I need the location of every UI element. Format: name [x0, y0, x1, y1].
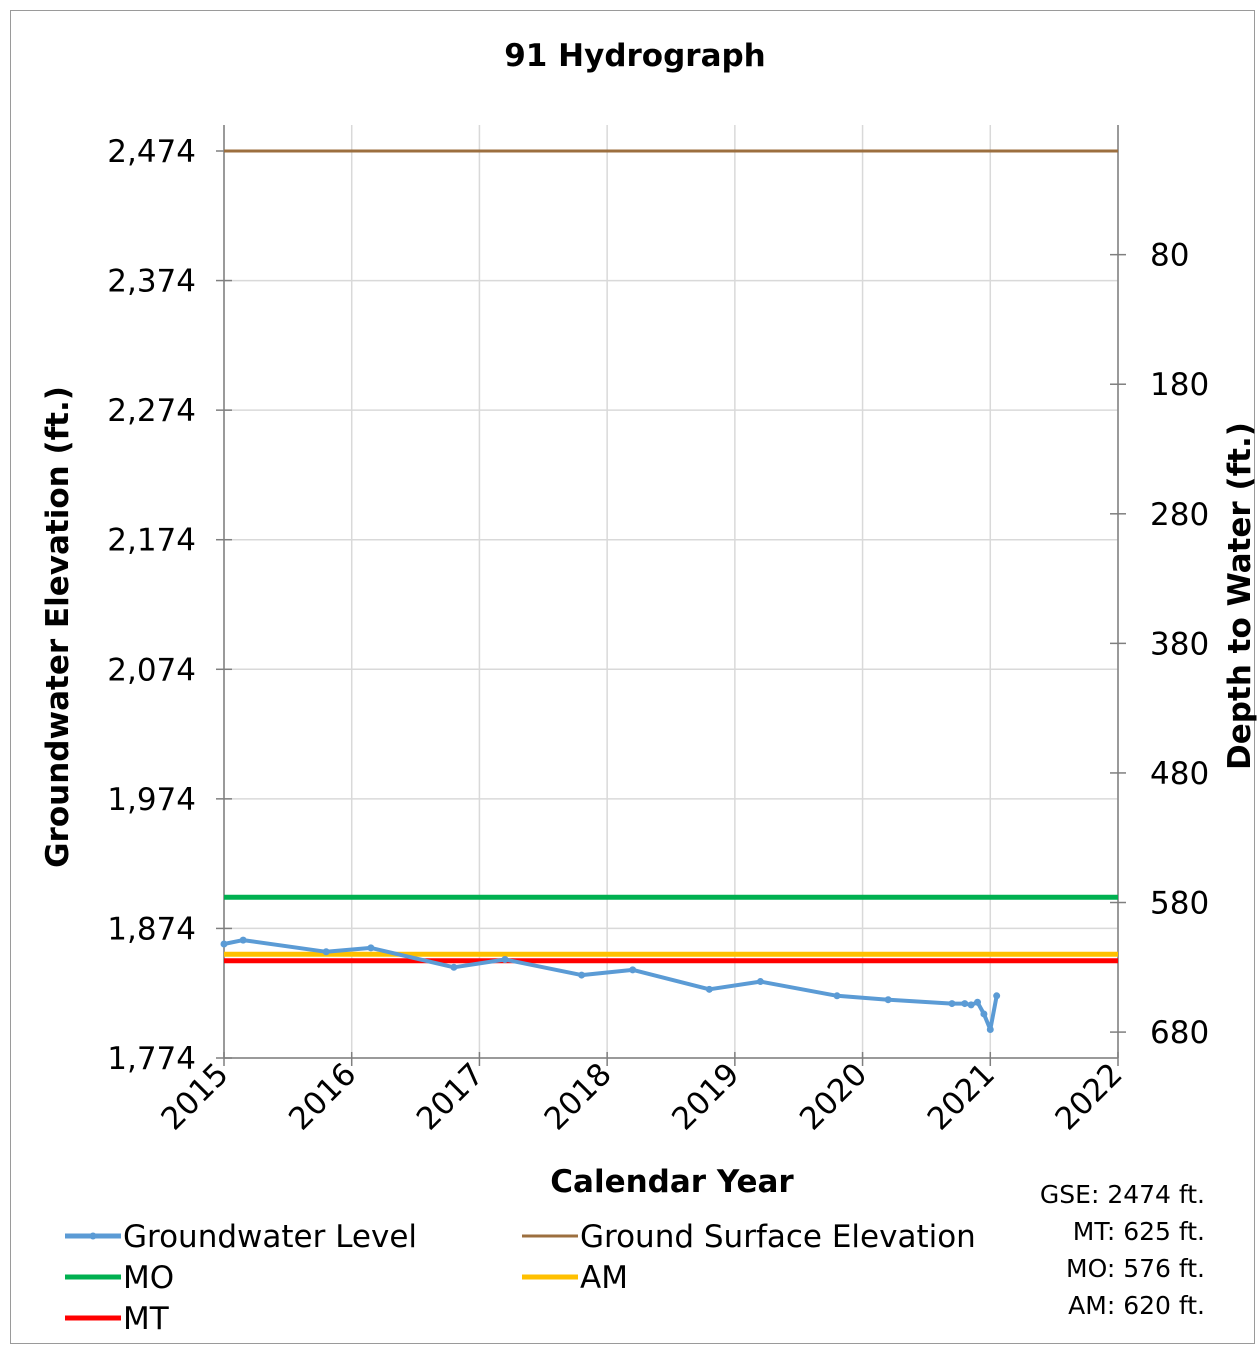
- threshold-note: MO: 576 ft.: [1066, 1254, 1205, 1283]
- data-point: [980, 1010, 988, 1018]
- x-tick-label: 2022: [1048, 1056, 1129, 1137]
- x-axis-title: Calendar Year: [550, 1164, 794, 1200]
- x-tick-label: 2016: [282, 1056, 363, 1137]
- data-point: [948, 1000, 956, 1008]
- data-point: [833, 992, 841, 1000]
- threshold-note: AM: 620 ft.: [1068, 1291, 1205, 1320]
- data-point: [367, 944, 375, 952]
- y-axis-title: Groundwater Elevation (ft.): [40, 386, 76, 868]
- y2-tick-label: 280: [1150, 497, 1209, 533]
- data-point: [756, 978, 764, 986]
- x-tick-label: 2020: [793, 1056, 874, 1137]
- y2-axis-title: Depth to Water (ft.): [1222, 422, 1257, 770]
- y-tick-label: 1,874: [107, 911, 196, 947]
- x-tick-label: 2018: [538, 1056, 619, 1137]
- data-point: [967, 1001, 975, 1009]
- data-point: [961, 1000, 969, 1008]
- data-point: [220, 940, 228, 948]
- x-tick-label: 2017: [410, 1056, 491, 1137]
- chart-frame: [10, 10, 1255, 1344]
- legend-label-groundwater-level: Groundwater Level: [123, 1219, 417, 1255]
- x-tick-label: 2021: [921, 1056, 1002, 1137]
- data-point: [501, 956, 509, 964]
- y-tick-label: 1,974: [107, 782, 196, 818]
- y2-tick-label: 480: [1150, 756, 1209, 792]
- y2-tick-label: 680: [1150, 1015, 1209, 1051]
- data-point: [450, 963, 458, 971]
- legend-label-mo: MO: [123, 1260, 174, 1296]
- threshold-note: GSE: 2474 ft.: [1040, 1180, 1205, 1209]
- data-point: [578, 971, 586, 979]
- legend-marker: [89, 1232, 97, 1240]
- y-tick-label: 2,174: [107, 523, 196, 559]
- data-point: [705, 985, 713, 993]
- data-point: [239, 936, 247, 944]
- y2-tick-label: 380: [1150, 626, 1209, 662]
- data-point: [974, 998, 982, 1006]
- y-tick-label: 2,274: [107, 393, 196, 429]
- data-point: [986, 1025, 994, 1033]
- chart-title: 91 Hydrograph: [504, 38, 766, 74]
- y2-tick-label: 180: [1150, 367, 1209, 403]
- data-point: [884, 996, 892, 1004]
- y-tick-label: 2,074: [107, 652, 196, 688]
- data-point: [993, 992, 1001, 1000]
- y2-tick-label: 580: [1150, 886, 1209, 922]
- legend-label-am: AM: [580, 1260, 628, 1296]
- y-tick-label: 2,374: [107, 264, 196, 300]
- legend-label-mt: MT: [123, 1301, 170, 1337]
- y2-tick-label: 80: [1150, 238, 1189, 274]
- data-point: [629, 966, 637, 974]
- legend-label-ground-surface-elevation: Ground Surface Elevation: [580, 1219, 976, 1255]
- threshold-note: MT: 625 ft.: [1073, 1217, 1205, 1246]
- y-tick-label: 1,774: [107, 1041, 196, 1077]
- y-tick-label: 2,474: [107, 134, 196, 170]
- x-tick-label: 2019: [665, 1056, 746, 1137]
- data-point: [322, 948, 330, 956]
